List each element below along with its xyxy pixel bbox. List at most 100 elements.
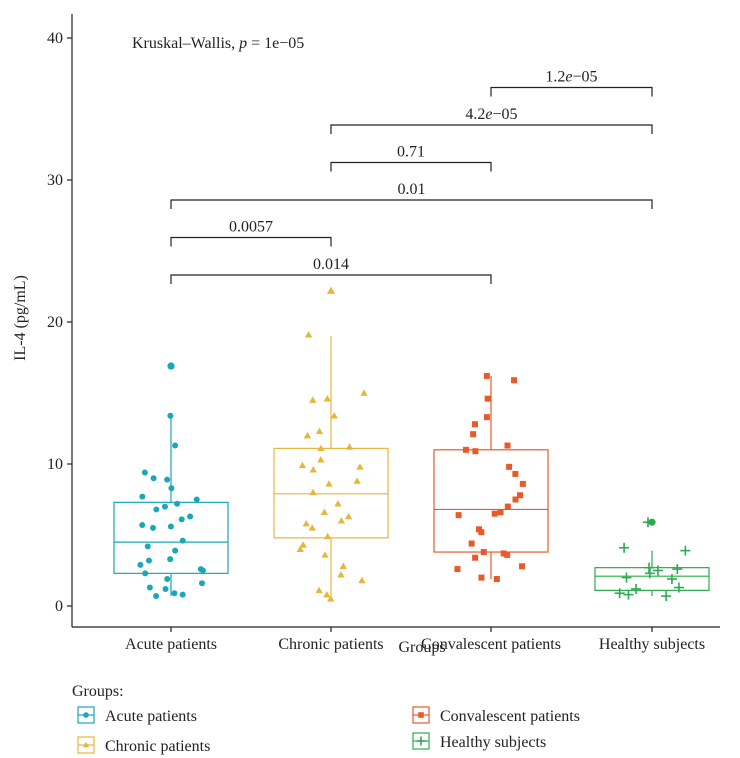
data-point — [511, 377, 518, 384]
data-point — [484, 395, 491, 402]
data-point — [325, 480, 333, 487]
data-point — [360, 389, 368, 396]
data-point — [504, 442, 511, 449]
data-point — [327, 595, 335, 602]
box-1 — [273, 286, 389, 599]
data-point — [317, 444, 325, 452]
bracket-label: 0.01 — [398, 181, 426, 198]
data-point — [323, 532, 332, 540]
data-point — [500, 550, 507, 557]
data-point — [153, 593, 160, 600]
bracket-0-3: 0.01 — [170, 181, 653, 209]
data-point — [178, 516, 185, 523]
data-point — [172, 547, 179, 554]
data-point — [470, 431, 477, 438]
data-point — [330, 412, 338, 419]
legend-item-0: Acute patients — [77, 706, 197, 725]
iqr-box — [433, 449, 549, 553]
data-point — [304, 331, 313, 338]
data-point — [321, 551, 329, 558]
data-point — [303, 431, 312, 439]
y-tick-label: 20 — [47, 314, 63, 331]
y-tick-label: 10 — [47, 456, 63, 473]
data-point — [480, 549, 487, 556]
axes: 0 10 20 30 40 Acute patients Chronic patients C… — [47, 14, 720, 653]
data-point — [161, 503, 168, 510]
data-point — [187, 513, 194, 520]
data-point — [483, 372, 490, 379]
box-2 — [433, 375, 549, 580]
data-point — [680, 545, 691, 556]
data-point — [174, 500, 181, 507]
data-point — [146, 584, 153, 591]
data-point — [323, 590, 331, 598]
data-point — [497, 509, 504, 516]
data-point — [309, 488, 317, 496]
data-point — [167, 412, 174, 419]
data-point — [517, 492, 524, 499]
data-point — [334, 500, 342, 507]
data-point — [512, 496, 519, 503]
legend-label: Healthy subjects — [440, 734, 546, 751]
data-point — [193, 496, 200, 503]
data-point — [144, 543, 151, 550]
data-point — [141, 469, 148, 476]
legend-label: Chronic patients — [105, 738, 210, 755]
data-point — [672, 564, 683, 575]
data-point — [519, 480, 526, 487]
data-point — [478, 574, 485, 581]
bracket-line — [330, 124, 653, 134]
data-point — [358, 576, 366, 584]
data-point — [179, 537, 186, 544]
x-tick-label: Acute patients — [125, 636, 217, 653]
data-point — [142, 570, 149, 577]
data-point — [642, 517, 653, 528]
y-axis-title: IL-4 (pg/mL) — [12, 275, 29, 361]
data-point — [483, 414, 490, 421]
data-point — [623, 589, 634, 600]
data-point — [353, 477, 361, 484]
data-point — [308, 524, 316, 531]
bracket-label: 4.2e−05 — [465, 106, 517, 123]
iqr-box — [113, 501, 229, 574]
kw-p: p — [238, 35, 247, 52]
bracket-1-3: 4.2e−05 — [330, 106, 653, 134]
data-point — [164, 476, 171, 483]
bracket-line — [170, 236, 332, 247]
data-point — [504, 503, 511, 510]
data-point — [493, 576, 500, 583]
data-point — [139, 522, 146, 529]
x-tick-label: Convalescent patients — [421, 636, 561, 653]
y-tick-label: 0 — [55, 598, 63, 615]
data-point — [167, 523, 174, 530]
data-point — [317, 456, 325, 463]
y-tick-label: 30 — [47, 172, 63, 189]
data-point — [661, 591, 672, 602]
data-point — [323, 395, 331, 402]
data-point — [512, 470, 519, 477]
data-point — [478, 529, 485, 536]
legend-title: Groups: — [72, 683, 124, 700]
data-point — [339, 562, 347, 569]
data-point — [337, 571, 345, 578]
outlier-point — [326, 286, 336, 294]
data-point — [614, 588, 625, 599]
data-point — [299, 541, 307, 548]
x-tick-label: Chronic patients — [278, 636, 383, 653]
data-point — [506, 463, 513, 470]
data-point — [619, 542, 630, 553]
data-point — [504, 551, 511, 558]
data-point — [468, 540, 475, 547]
data-point — [168, 485, 175, 492]
data-point — [320, 508, 328, 516]
data-point — [309, 466, 317, 473]
bracket-line — [170, 199, 653, 209]
data-point — [472, 554, 479, 561]
data-point — [315, 586, 323, 594]
data-point — [356, 463, 364, 470]
x-tick-label: Healthy subjects — [599, 636, 705, 653]
data-point — [621, 572, 632, 583]
data-point — [315, 427, 324, 435]
kruskal-wallis-annotation: Kruskal–Wallis, p = 1e−05 — [132, 35, 304, 52]
data-points — [137, 331, 691, 602]
